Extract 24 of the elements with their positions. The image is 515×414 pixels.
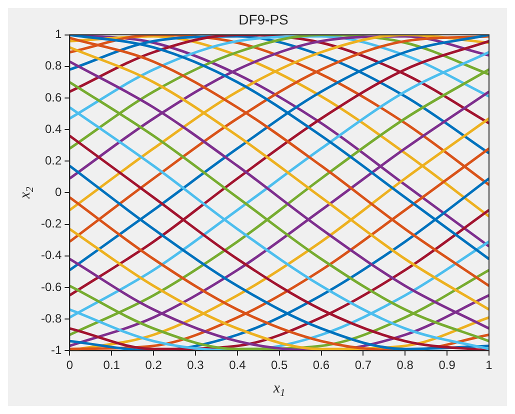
x-tick-label: 0.5: [270, 358, 288, 372]
y-axis-title: x2: [18, 186, 36, 200]
x-tick-label: 0.8: [396, 358, 414, 372]
x-tick-label: 0.4: [229, 358, 246, 372]
x-tick-label: 1: [486, 358, 493, 372]
y-tick-label: -0.4: [40, 248, 62, 262]
y-tick-label: 1: [54, 27, 62, 42]
x-tick-label: 0.7: [354, 358, 372, 372]
x-tick-label: 0: [66, 358, 74, 372]
y-tick-label: 0: [54, 185, 62, 200]
y-tick-label: -0.6: [40, 280, 62, 294]
x-tick-label: 0.2: [145, 358, 162, 372]
chart-title: DF9-PS: [238, 11, 288, 28]
y-tick-label: 0.8: [44, 58, 62, 73]
y-tick-label: 0.4: [44, 122, 62, 136]
y-tick-label: -0.8: [40, 311, 62, 326]
y-tick-label: -0.2: [40, 216, 62, 231]
y-tick-label: 0.2: [44, 153, 62, 168]
y-tick-label: 0.6: [44, 90, 62, 104]
x-tick-label: 0.6: [312, 358, 330, 372]
x-tick-label: 0.1: [103, 358, 120, 372]
y-tick-label: -1: [51, 342, 62, 357]
x-tick-label: 0.9: [438, 358, 456, 372]
x-tick-label: 0.3: [187, 358, 204, 372]
